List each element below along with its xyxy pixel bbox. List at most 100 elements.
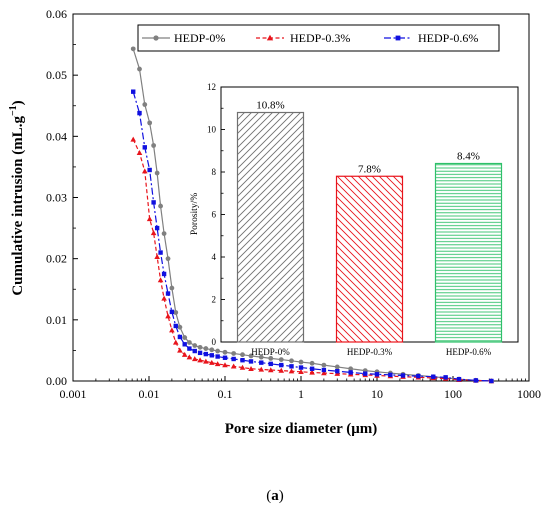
legend-label-hedp-0: HEDP-0% [174,31,225,45]
data-point [222,355,228,360]
data-point [197,350,203,356]
data-point [173,323,178,329]
data-point [203,351,209,357]
data-point [431,374,436,379]
data-point [268,355,274,361]
legend-label-hedp-03: HEDP-0.3% [290,31,350,45]
data-point [146,216,153,222]
data-point [298,359,304,365]
data-point [374,372,380,377]
legend-marker-hedp-0 [153,35,159,41]
data-point [321,367,327,373]
data-point [248,359,254,364]
bar-value-label: 8.4% [457,151,480,163]
legend-marker-hedp-06 [395,35,401,41]
data-point [169,285,175,291]
data-point [240,352,245,358]
data-point [258,354,264,360]
data-point [268,361,273,367]
legend: HEDP-0% HEDP-0.3% HEDP-0.6% [137,24,500,52]
data-point [186,354,193,360]
data-point [321,370,327,376]
data-point [473,378,479,383]
data-point [161,295,167,301]
y-tick-label: 0.06 [46,7,67,21]
x-tick-label: 0.001 [60,387,87,401]
data-point [130,46,136,52]
data-point [191,356,198,362]
data-point [142,145,147,150]
data-point [309,360,315,366]
x-tick-label: 1000 [517,387,541,401]
legend-label-hedp-06: HEDP-0.6% [418,31,478,45]
data-point [208,359,215,365]
data-point [231,356,236,362]
data-point [151,143,157,148]
data-point [161,271,167,277]
data-point [240,358,245,363]
inset-category-label: HEDP-0% [251,347,290,357]
data-point [197,344,203,350]
data-point [231,351,237,356]
y-tick-label: 0.02 [46,252,67,266]
inset-bars-group: 10.8% HEDP-0% 7.8% HEDP-0.3% 8.4% HEDP-0.6% [236,100,503,357]
bar-value-label: 10.8% [256,100,284,112]
data-point [130,136,137,142]
data-point [309,366,315,371]
data-point [209,347,215,353]
data-point [489,378,494,384]
data-point [182,342,187,347]
figure-caption: (a) [266,488,284,504]
data-point [141,168,148,174]
data-point [222,362,228,368]
data-point [416,373,421,379]
data-point [154,254,160,260]
bar-HEDP-0% [236,111,305,343]
data-point [289,358,294,364]
data-point [165,313,171,319]
data-point [154,170,160,176]
data-point [363,371,368,376]
data-point [186,340,192,345]
data-point [154,225,160,231]
data-point [187,346,192,351]
inset-y-axis-title: Porosity/% [190,193,200,235]
inset-axis-ticks: 0 2 4 6 8 10 12 [207,82,225,347]
data-point [278,357,284,362]
inset-y-tick-label: 6 [212,210,217,220]
data-point [456,376,462,382]
data-point [289,364,294,369]
data-point [169,309,175,315]
data-point [400,373,406,378]
data-point [288,368,295,374]
data-point [258,366,265,372]
data-point [197,357,203,363]
data-point [192,348,197,354]
main-axis-ticks: 0.001 0.01 0.1 1 10 100 10000.000.010.020.030.… [46,7,541,401]
legend-box [137,24,500,52]
data-point [248,365,254,371]
bar-HEDP-0.6% [434,162,503,343]
data-point [279,362,284,368]
data-point [334,364,340,370]
data-point [298,369,304,375]
y-tick-label: 0.05 [46,68,67,82]
data-point [161,231,167,236]
data-point [348,370,353,375]
data-point [298,365,304,370]
data-point [230,363,237,369]
data-point [214,361,221,367]
data-point [335,369,340,374]
x-tick-label: 0.1 [218,387,233,401]
series-HEDP-0.6% [131,89,494,384]
data-point [131,89,136,94]
data-point [239,364,246,370]
y-tick-label: 0.04 [46,129,67,143]
y-axis-title: Cumulative intrusion (mL.g−1) [8,100,26,295]
data-point [165,256,171,262]
inset-y-tick-label: 4 [212,252,217,262]
x-tick-label: 100 [444,387,462,401]
bar-HEDP-0.3% [335,175,404,343]
x-tick-label: 10 [371,387,383,401]
x-axis-title: Pore size diameter (μm) [225,421,377,437]
